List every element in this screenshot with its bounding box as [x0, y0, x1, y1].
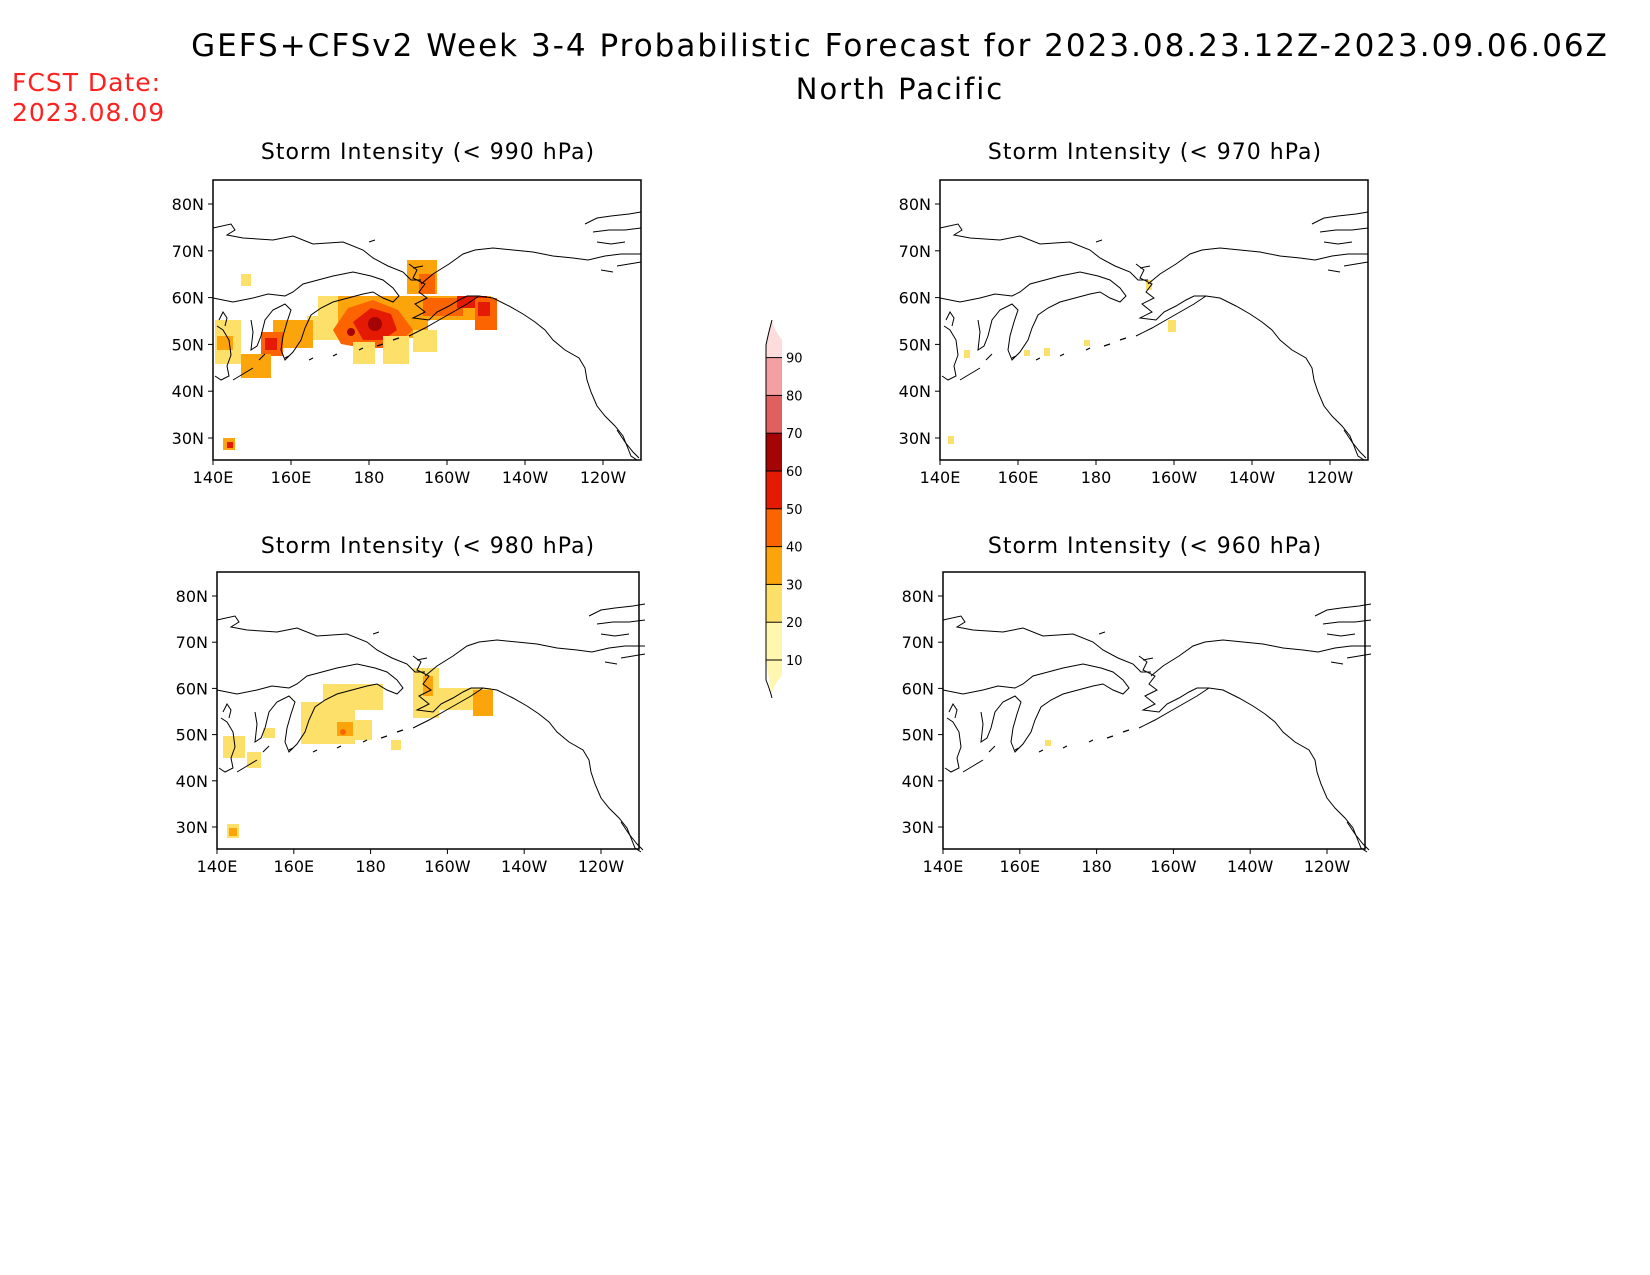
colorbar-label: 40 — [786, 541, 803, 556]
lon-label-990: 140W — [502, 468, 549, 487]
lat-label-960: 30N — [902, 818, 934, 837]
colorbar-outline — [765, 319, 773, 699]
colorbar-band-0-main — [766, 622, 782, 660]
colorbar-band-5 — [766, 433, 782, 471]
lon-label-970: 160W — [1151, 468, 1198, 487]
axes-layer: 80N 70N 60N 50N 40N 30N 140E 160E 180 160W 140W 120… — [172, 195, 1354, 876]
panel-title-960: Storm Intensity (< 960 hPa) — [987, 534, 1323, 559]
lon-label-980: 180 — [355, 857, 386, 876]
lon-label-980: 140W — [501, 857, 548, 876]
lon-label-960: 120W — [1304, 857, 1351, 876]
colorbar: 10 20 30 40 50 60 70 80 90 — [765, 319, 803, 699]
lat-label-980: 80N — [176, 587, 208, 606]
lon-label-990: 120W — [580, 468, 627, 487]
colorbar-label: 50 — [786, 503, 803, 518]
lon-label-960: 160E — [999, 857, 1040, 876]
lon-label-960: 180 — [1081, 857, 1112, 876]
lon-label-990: 140E — [193, 468, 234, 487]
lat-label-990: 80N — [172, 195, 204, 214]
colorbar-band-3 — [766, 508, 782, 547]
lat-label-980: 30N — [176, 818, 208, 837]
fcst-date-value: 2023.08.09 — [12, 98, 166, 127]
probability-shading-960 — [1045, 740, 1051, 746]
lat-label-970: 40N — [899, 382, 931, 401]
probability-shading-980 — [223, 668, 493, 838]
lon-label-980: 140E — [197, 857, 238, 876]
main-title: GEFS+CFSv2 Week 3-4 Probabilistic Foreca… — [191, 28, 1609, 64]
colorbar-label: 80 — [786, 389, 803, 404]
map-panel-980 — [216, 571, 646, 853]
lon-label-960: 160W — [1150, 857, 1197, 876]
lon-label-980: 160E — [273, 857, 314, 876]
lat-label-980: 40N — [176, 772, 208, 791]
lat-label-990: 50N — [172, 335, 204, 354]
panel-title-980: Storm Intensity (< 980 hPa) — [260, 534, 596, 559]
map-panel-990 — [212, 179, 642, 461]
lat-label-980: 60N — [176, 679, 208, 698]
panel-title-990: Storm Intensity (< 990 hPa) — [260, 140, 596, 165]
colorbar-band-6 — [766, 395, 782, 433]
colorbar-band-2 — [766, 546, 782, 585]
lat-label-960: 50N — [902, 726, 934, 745]
lat-label-990: 60N — [172, 289, 204, 308]
lat-label-970: 70N — [899, 242, 931, 261]
lat-label-970: 30N — [899, 429, 931, 448]
colorbar-label: 20 — [786, 616, 803, 631]
lat-label-970: 60N — [899, 289, 931, 308]
colorbar-label: 90 — [786, 352, 803, 367]
lat-label-960: 40N — [902, 772, 934, 791]
region-subtitle: North Pacific — [795, 72, 1005, 106]
lat-label-970: 80N — [899, 195, 931, 214]
fcst-date-label: FCST Date: — [12, 68, 162, 97]
colorbar-band-7 — [766, 357, 782, 396]
lon-label-960: 140W — [1227, 857, 1274, 876]
colorbar-band-1 — [766, 584, 782, 622]
lon-label-980: 160W — [424, 857, 471, 876]
lon-label-970: 140W — [1229, 468, 1276, 487]
lon-label-970: 140E — [920, 468, 961, 487]
colorbar-label: 10 — [786, 654, 803, 669]
lat-label-990: 40N — [172, 382, 204, 401]
lat-label-980: 50N — [176, 726, 208, 745]
lat-label-970: 50N — [899, 335, 931, 354]
colorbar-label: 70 — [786, 427, 803, 442]
probability-shading-970 — [948, 280, 1176, 444]
panel-title-970: Storm Intensity (< 970 hPa) — [987, 140, 1323, 165]
map-panel-960 — [942, 571, 1372, 853]
lon-label-990: 160W — [424, 468, 471, 487]
lon-label-960: 140E — [923, 857, 964, 876]
lon-label-970: 120W — [1307, 468, 1354, 487]
lon-label-970: 180 — [1081, 468, 1112, 487]
lat-label-960: 60N — [902, 679, 934, 698]
map-panel-970 — [939, 179, 1369, 461]
colorbar-label: 60 — [786, 465, 803, 480]
lon-label-990: 160E — [271, 468, 312, 487]
lat-label-960: 80N — [902, 587, 934, 606]
lon-label-990: 180 — [354, 468, 385, 487]
colorbar-band-4 — [766, 470, 782, 509]
lon-label-980: 120W — [578, 857, 625, 876]
fcst-date-block: FCST Date: 2023.08.09 — [12, 68, 165, 128]
colorbar-band-8 — [766, 320, 782, 357]
colorbar-label: 30 — [786, 578, 803, 593]
lat-label-960: 70N — [902, 633, 934, 652]
colorbar-band-0 — [766, 660, 782, 698]
lat-label-990: 30N — [172, 429, 204, 448]
lat-label-980: 70N — [176, 633, 208, 652]
lon-label-970: 160E — [998, 468, 1039, 487]
lat-label-990: 70N — [172, 242, 204, 261]
probability-shading-990 — [215, 260, 497, 450]
